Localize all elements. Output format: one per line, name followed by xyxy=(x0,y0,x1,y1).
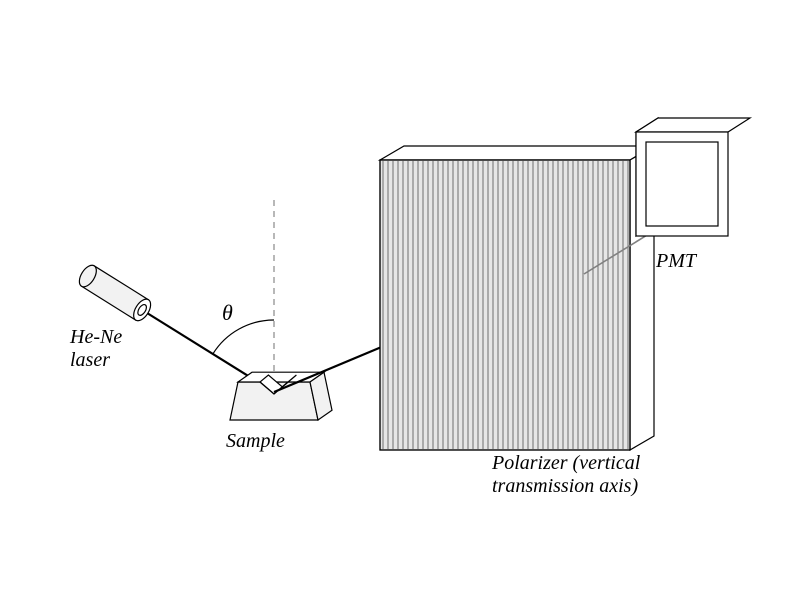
laser-label-line1: He-Ne xyxy=(70,326,122,348)
polarizer-label-line1: Polarizer (vertical xyxy=(492,452,640,474)
laser-icon xyxy=(76,262,154,323)
sample-label: Sample xyxy=(226,430,285,453)
pmt-label: PMT xyxy=(656,250,696,273)
polarizer-label-line2: transmission axis) xyxy=(492,475,638,497)
theta-label: θ xyxy=(222,300,233,326)
sample-icon xyxy=(230,372,332,420)
laser-label-line2: laser xyxy=(70,349,110,371)
laser-label: He-Ne laser xyxy=(70,326,122,372)
polarizer-icon xyxy=(380,146,654,450)
polarizer-label: Polarizer (vertical transmission axis) xyxy=(492,452,640,498)
